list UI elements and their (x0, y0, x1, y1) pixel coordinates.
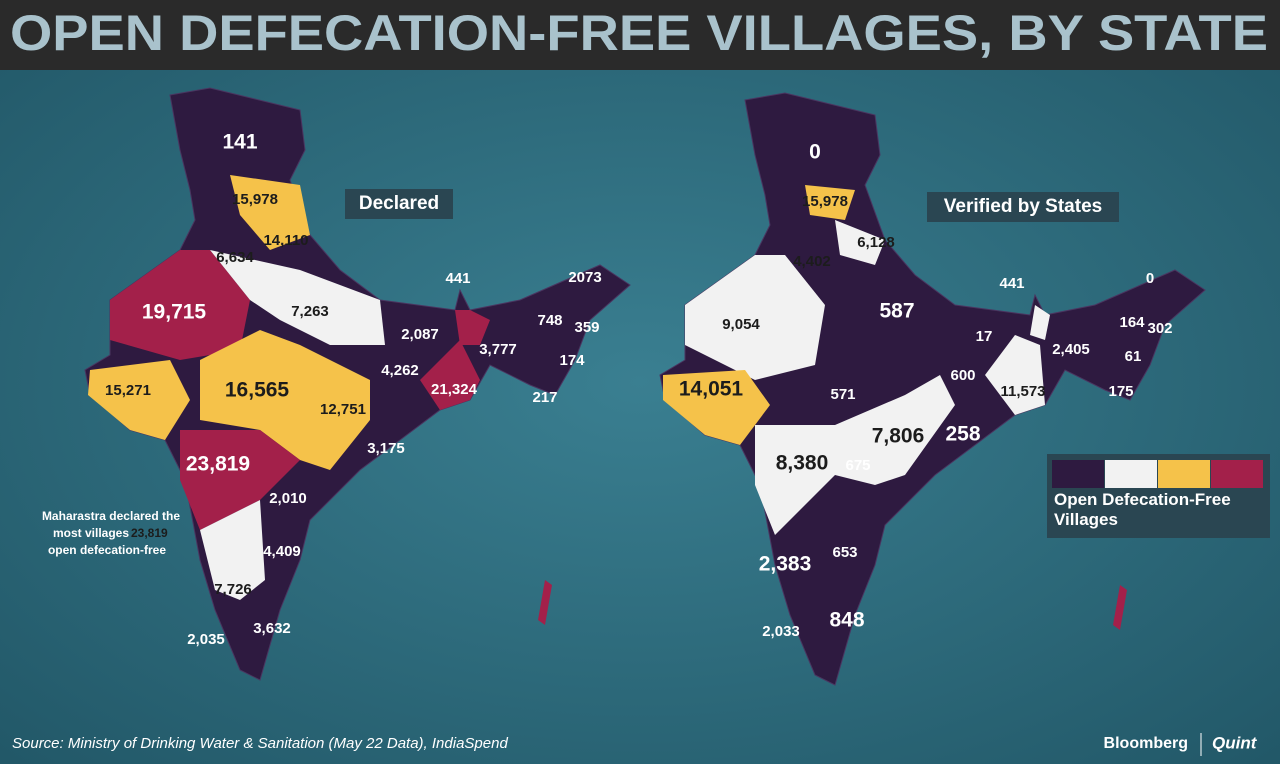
title: OPEN DEFECATION-FREE VILLAGES, BY STATE (10, 5, 1268, 61)
region-label: 0 (1146, 270, 1154, 287)
map-title: Verified by States (944, 196, 1102, 217)
region-label: 3,777 (479, 341, 517, 358)
brand: Quint (1212, 733, 1258, 752)
legend-swatch (1211, 460, 1263, 488)
region-label: 7,726 (214, 581, 252, 598)
source: Source: Ministry of Drinking Water & San… (12, 735, 508, 752)
legend-swatch (1158, 460, 1210, 488)
annotation: Maharastra declared the most villages 23… (42, 509, 180, 557)
region-label: 2,010 (269, 490, 307, 507)
legend-swatch (1105, 460, 1157, 488)
region-label: 7,263 (291, 303, 329, 320)
region-label: 16,565 (225, 379, 290, 402)
region-label: 9,054 (722, 316, 760, 333)
annotation-line: most villages (53, 526, 129, 540)
region-label: 2073 (568, 269, 601, 286)
region-label: 175 (1108, 383, 1133, 400)
region-labels: 141 15,978 14,110 6,634 441 2073 19,715 7,263 2,… (105, 131, 1172, 648)
region-label: 15,978 (802, 193, 848, 210)
region-label: 3,632 (253, 620, 291, 637)
region-label: 19,715 (142, 301, 207, 324)
region-label: 21,324 (431, 381, 478, 398)
region-label: 748 (537, 312, 562, 329)
region-label: 587 (879, 300, 914, 323)
region-label: 302 (1147, 320, 1172, 337)
region-label: 174 (559, 352, 585, 369)
region-label: 217 (532, 389, 557, 406)
region-label: 441 (445, 270, 470, 287)
region-label: 7,806 (872, 425, 925, 448)
region-label: 2,033 (762, 623, 800, 640)
region-label: 141 (222, 131, 257, 154)
region-label: 15,271 (105, 382, 151, 399)
legend: Open Defecation-Free Villages (1047, 454, 1270, 538)
region-label: 14,051 (679, 378, 744, 401)
region-label: 848 (829, 609, 864, 632)
annotation-value: 23,819 (131, 526, 168, 540)
annotation-line: open defecation-free (48, 543, 166, 557)
region-label: 2,035 (187, 631, 225, 648)
map-verified (659, 92, 1206, 686)
region-label: 2,383 (759, 553, 812, 576)
region-label: 571 (830, 386, 855, 403)
region-label: 4,402 (793, 253, 831, 270)
region-label: 2,405 (1052, 341, 1090, 358)
region-label: 164 (1119, 314, 1145, 331)
map-title: Declared (359, 193, 439, 214)
brand: Bloomberg (1104, 735, 1188, 752)
region-label: 359 (574, 319, 599, 336)
map-title-box (927, 192, 1119, 222)
region-label: 15,978 (232, 191, 278, 208)
region-label: 653 (832, 544, 857, 561)
region-label: 8,380 (776, 452, 829, 475)
region-label: 4,409 (263, 543, 301, 560)
map-declared (84, 87, 631, 681)
region-label: 2,087 (401, 326, 439, 343)
region-label: 14,110 (263, 232, 308, 249)
header-bar (0, 0, 1280, 70)
region-label: 258 (945, 423, 980, 446)
region-label: 675 (845, 457, 870, 474)
legend-swatch (1052, 460, 1104, 488)
region-label: 23,819 (186, 453, 250, 476)
region-label: 4,262 (381, 362, 419, 379)
region-label: 6,634 (216, 249, 254, 266)
annotation-line: Maharastra declared the (42, 509, 180, 523)
region-label: 3,175 (367, 440, 405, 457)
region-label: 61 (1125, 348, 1142, 365)
region-label: 600 (950, 367, 975, 384)
legend-title: Open Defecation-Free Villages (1054, 490, 1231, 529)
region-label: 12,751 (320, 401, 366, 418)
region-label: 17 (976, 328, 993, 345)
region-label: 6,128 (857, 234, 895, 251)
region-label: 11,573 (1000, 383, 1045, 400)
region-label: 441 (999, 275, 1024, 292)
legend-title-wrap: Open Defecation-Free Villages (1054, 490, 1231, 529)
region-label: 0 (809, 141, 821, 164)
map-title-box (345, 189, 453, 219)
